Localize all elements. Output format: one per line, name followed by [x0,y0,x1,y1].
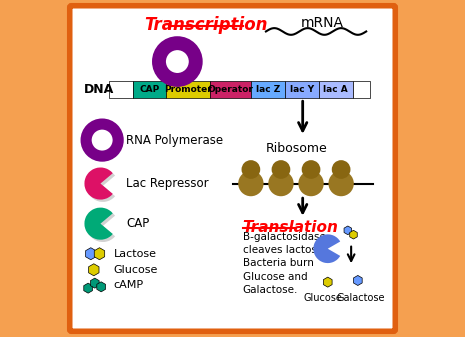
Text: cAMP: cAMP [114,280,144,290]
Circle shape [238,171,264,196]
Circle shape [241,160,260,179]
Wedge shape [313,234,340,263]
Wedge shape [85,167,113,200]
Wedge shape [85,208,113,240]
Text: Glucose: Glucose [303,293,342,303]
Wedge shape [87,210,115,242]
Circle shape [272,160,290,179]
Polygon shape [350,230,357,239]
Circle shape [302,160,320,179]
Polygon shape [344,226,352,235]
Circle shape [299,171,324,196]
Text: Ribosome: Ribosome [266,142,328,155]
Polygon shape [89,264,99,276]
Text: RNA Polymerase: RNA Polymerase [126,133,223,147]
Wedge shape [87,170,115,202]
Text: Translation: Translation [243,220,339,235]
Circle shape [268,171,294,196]
Polygon shape [84,283,93,293]
Text: Transcription: Transcription [144,17,267,34]
Text: Lac Repressor: Lac Repressor [126,177,209,190]
Bar [319,81,352,98]
Polygon shape [94,248,105,260]
Text: Galactose: Galactose [337,293,385,303]
Polygon shape [91,278,99,288]
Text: Promoter: Promoter [165,85,213,94]
Text: CAP: CAP [140,85,159,94]
Polygon shape [353,275,362,285]
Text: DNA: DNA [84,83,114,96]
Bar [109,81,133,98]
Text: lac Z: lac Z [256,85,280,94]
Bar [166,81,210,98]
FancyBboxPatch shape [70,6,395,331]
Bar [251,81,285,98]
Polygon shape [86,248,96,260]
Bar [133,81,166,98]
Bar [210,81,251,98]
Text: lac A: lac A [323,85,348,94]
Bar [352,81,370,98]
Text: B-galactosidase
cleaves lactose.
Bacteria burn
Glucose and
Galactose.: B-galactosidase cleaves lactose. Bacteri… [243,232,326,295]
Text: CAP: CAP [126,217,149,230]
Circle shape [328,171,354,196]
Text: Glucose: Glucose [114,265,158,275]
Circle shape [332,160,351,179]
Text: Lactose: Lactose [114,249,157,259]
Text: lac Y: lac Y [290,85,314,94]
Text: Operator: Operator [208,85,254,94]
Text: mRNA: mRNA [301,17,344,30]
Polygon shape [97,282,106,292]
Bar [285,81,319,98]
Polygon shape [324,277,332,287]
